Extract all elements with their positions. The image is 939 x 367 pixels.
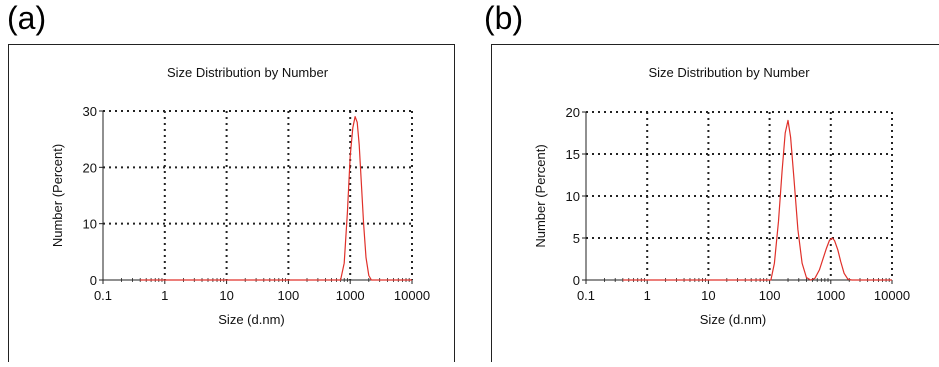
y-tick-label: 10 bbox=[83, 217, 97, 232]
x-tick-label: 10000 bbox=[874, 288, 910, 303]
x-tick-label: 1 bbox=[161, 288, 168, 303]
distribution-line bbox=[622, 119, 892, 281]
panel-label-b: (b) bbox=[484, 0, 524, 36]
y-axis-label: Number (Percent) bbox=[50, 144, 65, 247]
x-tick-label: 10 bbox=[219, 288, 233, 303]
x-tick-label: 100 bbox=[278, 288, 300, 303]
y-axis-label: Number (Percent) bbox=[533, 144, 548, 247]
y-tick-label: 30 bbox=[83, 104, 97, 119]
x-tick-label: 0.1 bbox=[94, 288, 112, 303]
panel-frame-b: Size Distribution by Number 0.1 1 10 100 1000… bbox=[491, 44, 939, 362]
x-axis-label: Size (d.nm) bbox=[700, 312, 766, 327]
x-tick-label: 10000 bbox=[394, 288, 430, 303]
x-axis-label: Size (d.nm) bbox=[218, 312, 284, 327]
chart-title: Size Distribution by Number bbox=[167, 65, 329, 80]
chart-title: Size Distribution by Number bbox=[648, 65, 810, 80]
x-tick-label: 10 bbox=[701, 288, 715, 303]
y-tick-label: 20 bbox=[566, 105, 580, 120]
x-tick-label: 1000 bbox=[816, 288, 845, 303]
y-tick-label: 0 bbox=[573, 273, 580, 288]
y-tick-label: 5 bbox=[573, 231, 580, 246]
y-tick-label: 10 bbox=[566, 189, 580, 204]
x-tick-label: 1000 bbox=[336, 288, 365, 303]
panel-frame-a: Size Distribution by Number 0.1 1 10 100 1000… bbox=[8, 44, 455, 362]
distribution-line bbox=[140, 115, 412, 281]
x-tick-label: 100 bbox=[759, 288, 781, 303]
y-tick-label: 0 bbox=[90, 273, 97, 288]
x-tick-label: 0.1 bbox=[577, 288, 595, 303]
y-tick-label: 20 bbox=[83, 160, 97, 175]
x-tick-label: 1 bbox=[644, 288, 651, 303]
y-tick-label: 15 bbox=[566, 147, 580, 162]
panel-label-a: (a) bbox=[7, 0, 47, 36]
